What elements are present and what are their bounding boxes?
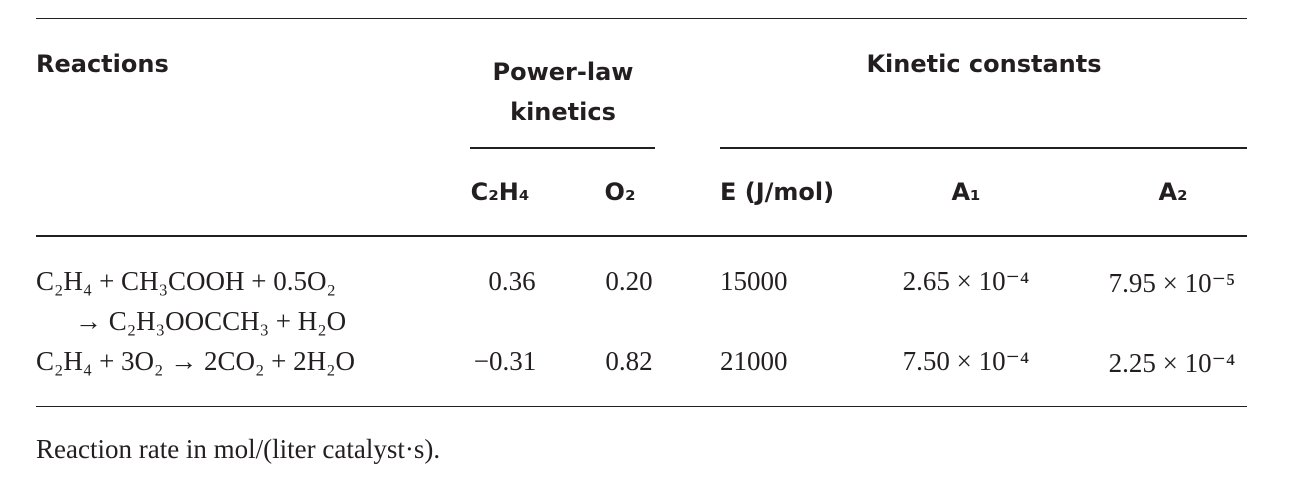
group-rule xyxy=(720,147,1247,149)
subheader: O₂ xyxy=(604,178,636,206)
subheader: A₂ xyxy=(1158,178,1188,206)
column-header: Power-law kinetics xyxy=(492,58,634,126)
cell: 0.36 xyxy=(488,266,536,296)
column-header: Reactions xyxy=(36,50,169,78)
subheader: C₂H₄ xyxy=(470,178,530,206)
cell: 0.20 xyxy=(605,266,653,296)
cell: 0.82 xyxy=(605,346,653,376)
subheader: A₁ xyxy=(951,178,981,206)
column-header: Kinetic constants xyxy=(866,50,1102,78)
bottom-rule xyxy=(36,406,1247,407)
subheader: E (J/mol) xyxy=(720,178,835,206)
header-rule xyxy=(36,235,1247,237)
reaction: → C₂H₃OOCCH₃ + H₂O xyxy=(75,306,347,336)
reaction: C₂H₄ + CH₃COOH + 0.5O₂ xyxy=(36,266,336,296)
cell: 2.65 × 10⁻⁴ xyxy=(902,266,1030,296)
cell: 21000 xyxy=(720,346,788,376)
cell: −0.31 xyxy=(473,346,537,376)
cell: 2.25 × 10⁻⁴ xyxy=(1108,348,1236,378)
reaction: C₂H₄ + 3O₂ → 2CO₂ + 2H₂O xyxy=(36,346,356,376)
group-rule xyxy=(470,147,655,149)
cell: 7.95 × 10⁻⁵ xyxy=(1108,268,1236,298)
top-rule xyxy=(36,18,1247,19)
cell: 7.50 × 10⁻⁴ xyxy=(902,346,1030,376)
footnote: Reaction rate in mol/(liter catalyst·s). xyxy=(36,434,441,464)
cell: 15000 xyxy=(720,266,788,296)
